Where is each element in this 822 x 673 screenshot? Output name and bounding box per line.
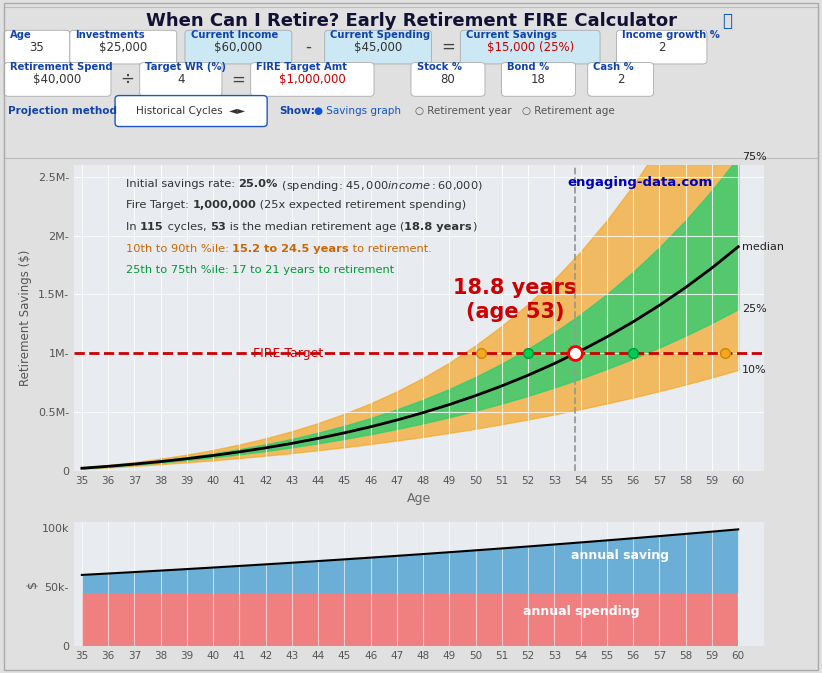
Text: 115: 115 — [140, 221, 164, 232]
Text: Stock %: Stock % — [417, 62, 462, 72]
Text: ● Savings graph: ● Savings graph — [314, 106, 401, 116]
Text: annual spending: annual spending — [523, 605, 640, 618]
Text: FIRE Target: FIRE Target — [252, 347, 323, 360]
Text: Investments: Investments — [76, 30, 145, 40]
Text: When Can I Retire? Early Retirement FIRE Calculator: When Can I Retire? Early Retirement FIRE… — [145, 12, 677, 30]
Text: annual saving: annual saving — [571, 548, 669, 562]
Text: Initial savings rate:: Initial savings rate: — [126, 178, 238, 188]
Text: In: In — [126, 221, 140, 232]
Text: $25,000: $25,000 — [99, 40, 147, 54]
Text: =: = — [441, 38, 455, 56]
Text: 75%: 75% — [742, 152, 767, 162]
Text: Current Spending: Current Spending — [330, 30, 431, 40]
Text: Current Savings: Current Savings — [466, 30, 557, 40]
Text: Projection method: Projection method — [8, 106, 118, 116]
Text: 2: 2 — [616, 73, 625, 86]
X-axis label: Age: Age — [407, 491, 432, 505]
Text: $60,000: $60,000 — [215, 40, 262, 54]
Text: Cash %: Cash % — [593, 62, 635, 72]
Text: 18.8 years
(age 53): 18.8 years (age 53) — [454, 279, 577, 322]
Text: cycles,: cycles, — [164, 221, 210, 232]
Text: ○ Retirement age: ○ Retirement age — [522, 106, 615, 116]
Text: 25.0%: 25.0% — [238, 178, 278, 188]
Text: ⓘ: ⓘ — [722, 12, 732, 30]
Text: Historical Cycles  ◄►: Historical Cycles ◄► — [136, 106, 245, 116]
Text: Fire Target:: Fire Target: — [126, 200, 192, 210]
Text: Bond %: Bond % — [507, 62, 549, 72]
Text: $15,000 (25%): $15,000 (25%) — [487, 40, 574, 54]
Text: 4: 4 — [177, 73, 185, 86]
Text: to retirement.: to retirement. — [349, 244, 432, 254]
Text: Target WR (%): Target WR (%) — [145, 62, 227, 72]
Text: ): ) — [472, 221, 476, 232]
Text: median: median — [742, 242, 784, 252]
Y-axis label: $: $ — [25, 580, 39, 588]
Text: 35: 35 — [30, 40, 44, 54]
Text: 25th to 75th %ile:: 25th to 75th %ile: — [126, 265, 233, 275]
Text: -: - — [305, 38, 312, 56]
Text: 1,000,000: 1,000,000 — [192, 200, 256, 210]
Text: to retirement: to retirement — [315, 265, 394, 275]
Text: (spending: $45,000 income: $60,000): (spending: $45,000 income: $60,000) — [278, 178, 483, 192]
Text: 25%: 25% — [742, 304, 767, 314]
Text: engaging-data.com: engaging-data.com — [568, 176, 713, 188]
Text: Current Income: Current Income — [191, 30, 278, 40]
Text: 10%: 10% — [742, 365, 767, 375]
Text: $1,000,000: $1,000,000 — [279, 73, 346, 86]
Text: ○ Retirement year: ○ Retirement year — [415, 106, 512, 116]
Text: $45,000: $45,000 — [354, 40, 402, 54]
Text: Income growth %: Income growth % — [622, 30, 720, 40]
Text: 18: 18 — [531, 73, 546, 86]
Text: 53: 53 — [210, 221, 226, 232]
Text: FIRE Target Amt: FIRE Target Amt — [256, 62, 348, 72]
Text: (25x expected retirement spending): (25x expected retirement spending) — [256, 200, 466, 210]
Text: ÷: ÷ — [121, 71, 134, 88]
Text: $40,000: $40,000 — [34, 73, 81, 86]
Text: Show:: Show: — [279, 106, 316, 116]
Text: 17 to 21 years: 17 to 21 years — [233, 265, 315, 275]
Text: Retirement Spend: Retirement Spend — [10, 62, 113, 72]
Text: Age: Age — [10, 30, 31, 40]
Text: 80: 80 — [441, 73, 455, 86]
Text: 15.2 to 24.5 years: 15.2 to 24.5 years — [233, 244, 349, 254]
Text: 18.8 years: 18.8 years — [404, 221, 472, 232]
Y-axis label: Retirement Savings ($): Retirement Savings ($) — [19, 250, 32, 386]
Text: 10th to 90th %ile:: 10th to 90th %ile: — [126, 244, 233, 254]
Text: 2: 2 — [658, 40, 666, 54]
Text: =: = — [232, 71, 245, 88]
Text: 90%: 90% — [742, 0, 767, 2]
Text: is the median retirement age (: is the median retirement age ( — [226, 221, 404, 232]
